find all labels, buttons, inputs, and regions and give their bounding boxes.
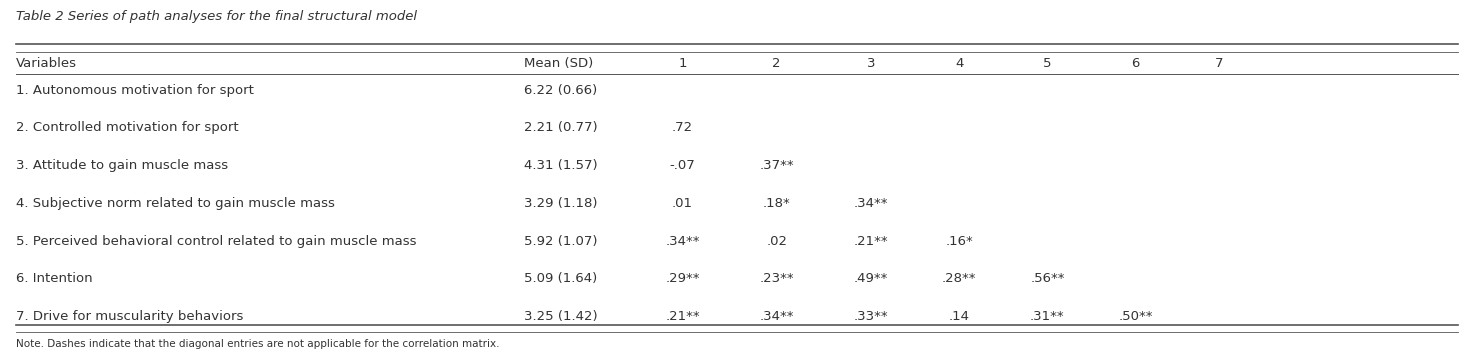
Text: 4. Subjective norm related to gain muscle mass: 4. Subjective norm related to gain muscl… xyxy=(16,197,335,210)
Text: Variables: Variables xyxy=(16,57,77,70)
Text: 1: 1 xyxy=(678,57,687,70)
Text: 3: 3 xyxy=(867,57,876,70)
Text: Mean (SD): Mean (SD) xyxy=(523,57,593,70)
Text: .34**: .34** xyxy=(665,235,700,248)
Text: .37**: .37** xyxy=(759,159,794,172)
Text: 5.92 (1.07): 5.92 (1.07) xyxy=(523,235,597,248)
Text: .72: .72 xyxy=(672,121,693,134)
Text: 5. Perceived behavioral control related to gain muscle mass: 5. Perceived behavioral control related … xyxy=(16,235,417,248)
Text: 4: 4 xyxy=(955,57,964,70)
Text: 5.09 (1.64): 5.09 (1.64) xyxy=(523,273,597,286)
Text: 4.31 (1.57): 4.31 (1.57) xyxy=(523,159,597,172)
Text: Table 2 Series of path analyses for the final structural model: Table 2 Series of path analyses for the … xyxy=(16,10,417,23)
Text: .16*: .16* xyxy=(945,235,973,248)
Text: .29**: .29** xyxy=(665,273,700,286)
Text: .49**: .49** xyxy=(853,273,887,286)
Text: 3.25 (1.42): 3.25 (1.42) xyxy=(523,310,597,323)
Text: 6: 6 xyxy=(1132,57,1139,70)
Text: 6.22 (0.66): 6.22 (0.66) xyxy=(523,84,597,97)
Text: -.07: -.07 xyxy=(669,159,696,172)
Text: .14: .14 xyxy=(949,310,970,323)
Text: .18*: .18* xyxy=(764,197,790,210)
Text: .21**: .21** xyxy=(665,310,700,323)
Text: 2.21 (0.77): 2.21 (0.77) xyxy=(523,121,597,134)
Text: .28**: .28** xyxy=(942,273,976,286)
Text: 2: 2 xyxy=(772,57,781,70)
Text: 3.29 (1.18): 3.29 (1.18) xyxy=(523,197,597,210)
Text: 7. Drive for muscularity behaviors: 7. Drive for muscularity behaviors xyxy=(16,310,243,323)
Text: 5: 5 xyxy=(1044,57,1051,70)
Text: 3. Attitude to gain muscle mass: 3. Attitude to gain muscle mass xyxy=(16,159,228,172)
Text: .34**: .34** xyxy=(853,197,889,210)
Text: 1. Autonomous motivation for sport: 1. Autonomous motivation for sport xyxy=(16,84,254,97)
Text: .01: .01 xyxy=(672,197,693,210)
Text: .50**: .50** xyxy=(1119,310,1153,323)
Text: .34**: .34** xyxy=(759,310,794,323)
Text: .31**: .31** xyxy=(1030,310,1064,323)
Text: 7: 7 xyxy=(1215,57,1223,70)
Text: .23**: .23** xyxy=(759,273,794,286)
Text: 2. Controlled motivation for sport: 2. Controlled motivation for sport xyxy=(16,121,239,134)
Text: 6. Intention: 6. Intention xyxy=(16,273,93,286)
Text: .56**: .56** xyxy=(1030,273,1064,286)
Text: .33**: .33** xyxy=(853,310,889,323)
Text: .21**: .21** xyxy=(853,235,889,248)
Text: Note. Dashes indicate that the diagonal entries are not applicable for the corre: Note. Dashes indicate that the diagonal … xyxy=(16,339,500,349)
Text: .02: .02 xyxy=(766,235,787,248)
